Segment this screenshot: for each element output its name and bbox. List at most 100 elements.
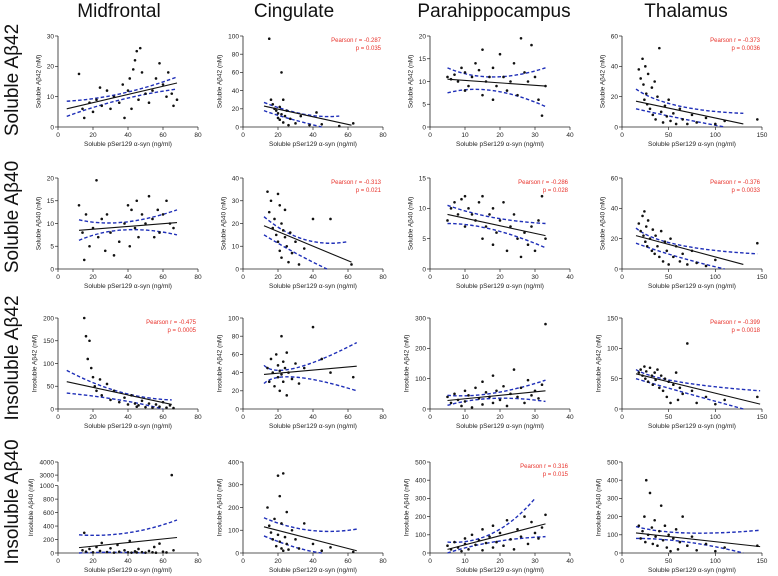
data-point (137, 98, 140, 101)
data-point (484, 80, 488, 83)
data-point (112, 254, 116, 257)
data-point (678, 386, 682, 390)
x-tick-label: 20 (496, 132, 504, 139)
data-point (714, 549, 717, 553)
data-point (463, 400, 467, 403)
data-point (95, 98, 98, 101)
x-tick-label: 0 (56, 132, 60, 139)
data-point (505, 518, 509, 522)
x-tick-label: 20 (274, 132, 282, 139)
data-point (100, 217, 104, 221)
data-point (82, 258, 86, 262)
ci-upper-band (635, 525, 761, 534)
data-point (637, 222, 641, 225)
data-point (311, 542, 315, 546)
x-tick-label: 150 (757, 132, 768, 139)
data-point (674, 371, 678, 374)
data-point (540, 194, 544, 198)
data-point (690, 249, 694, 253)
data-point (704, 264, 708, 268)
data-point (297, 263, 301, 266)
x-tick-label: 50 (665, 274, 673, 281)
data-point (81, 231, 84, 234)
x-tick-label: 20 (274, 414, 282, 421)
panel-r3c3: 0 50 100 150 0 100 200 300 400 500 Soluble pSer129… (596, 459, 768, 574)
y-axis-label: Soluble Aβ42 (nM) (35, 55, 42, 109)
panel-r1c0: 0 20 40 60 80 0 5 10 15 20 Soluble pSer129 α-syn (… (35, 175, 202, 290)
y-tick-label: 20 (419, 33, 427, 40)
data-point (112, 389, 116, 393)
data-point (481, 194, 484, 198)
data-point (663, 377, 667, 380)
ci-lower-band (447, 535, 546, 554)
data-point (446, 75, 449, 79)
data-point (663, 240, 667, 243)
y-tick-label: 200 (607, 514, 618, 521)
data-point (516, 93, 519, 97)
data-point (154, 77, 158, 80)
x-tick-label: 40 (124, 414, 132, 421)
data-point (658, 46, 661, 50)
data-point (470, 533, 474, 537)
data-point (315, 111, 318, 114)
data-point (285, 542, 289, 546)
data-point (147, 549, 151, 553)
data-point (672, 112, 675, 115)
data-point (147, 101, 151, 105)
data-point (665, 546, 669, 549)
data-point (509, 392, 512, 396)
data-point (274, 353, 278, 356)
data-point (509, 538, 512, 541)
data-point (530, 43, 533, 47)
x-tick-label: 80 (194, 274, 202, 281)
data-point (283, 208, 287, 212)
data-point (474, 219, 477, 222)
data-point (474, 543, 477, 547)
pearson-r-label: Pearson r = -0.373 (710, 38, 761, 44)
column-title-thalamus: Thalamus (644, 1, 727, 22)
data-point (329, 371, 332, 374)
data-point (154, 551, 158, 555)
y-tick-label: 20 (232, 388, 240, 395)
y-axis-label: Insoluble Aβ40 (nM) (217, 479, 224, 537)
data-point (140, 71, 144, 74)
x-axis-label: Soluble pSer129 α-syn (ng/ml) (269, 283, 357, 290)
data-point (463, 89, 467, 92)
data-point (278, 105, 282, 109)
data-point (686, 342, 689, 345)
data-point (269, 98, 273, 101)
data-point (523, 71, 526, 74)
data-point (165, 199, 168, 203)
column-titles: Midfrontal Cingulate Parahippocampus Tha… (77, 1, 727, 22)
data-point (477, 68, 481, 72)
y-tick-label: 0 (614, 406, 618, 413)
data-point (302, 522, 306, 525)
data-point (329, 217, 332, 221)
data-point (637, 371, 641, 374)
data-point (144, 222, 147, 225)
x-axis-label: Soluble pSer129 α-syn (ng/ml) (648, 423, 736, 430)
panel-r3c0: 0 20 40 60 800200400600800100030004000Solubl… (28, 459, 202, 574)
x-tick-label: 0 (56, 274, 60, 281)
data-point (540, 526, 544, 529)
data-point (285, 510, 289, 514)
data-point (502, 384, 505, 388)
data-point (516, 237, 519, 240)
data-point (276, 192, 280, 196)
x-tick-label: 40 (566, 132, 574, 139)
data-point (463, 542, 467, 546)
data-point (519, 535, 523, 538)
panel-r1c1: 0 20 40 60 80 0 10 20 30 40 Soluble pSer129 α-syn … (220, 175, 387, 290)
data-point (280, 373, 283, 376)
ci-lower-band (635, 108, 725, 128)
y-axis-label: Insoluble Aβ42 (nM) (596, 335, 603, 393)
data-point (659, 374, 663, 377)
data-point (281, 229, 285, 232)
data-point (165, 551, 168, 554)
data-point (351, 122, 355, 125)
data-point (130, 551, 133, 554)
data-point (144, 405, 147, 409)
y-tick-label: 60 (611, 175, 619, 182)
data-point (290, 251, 294, 255)
